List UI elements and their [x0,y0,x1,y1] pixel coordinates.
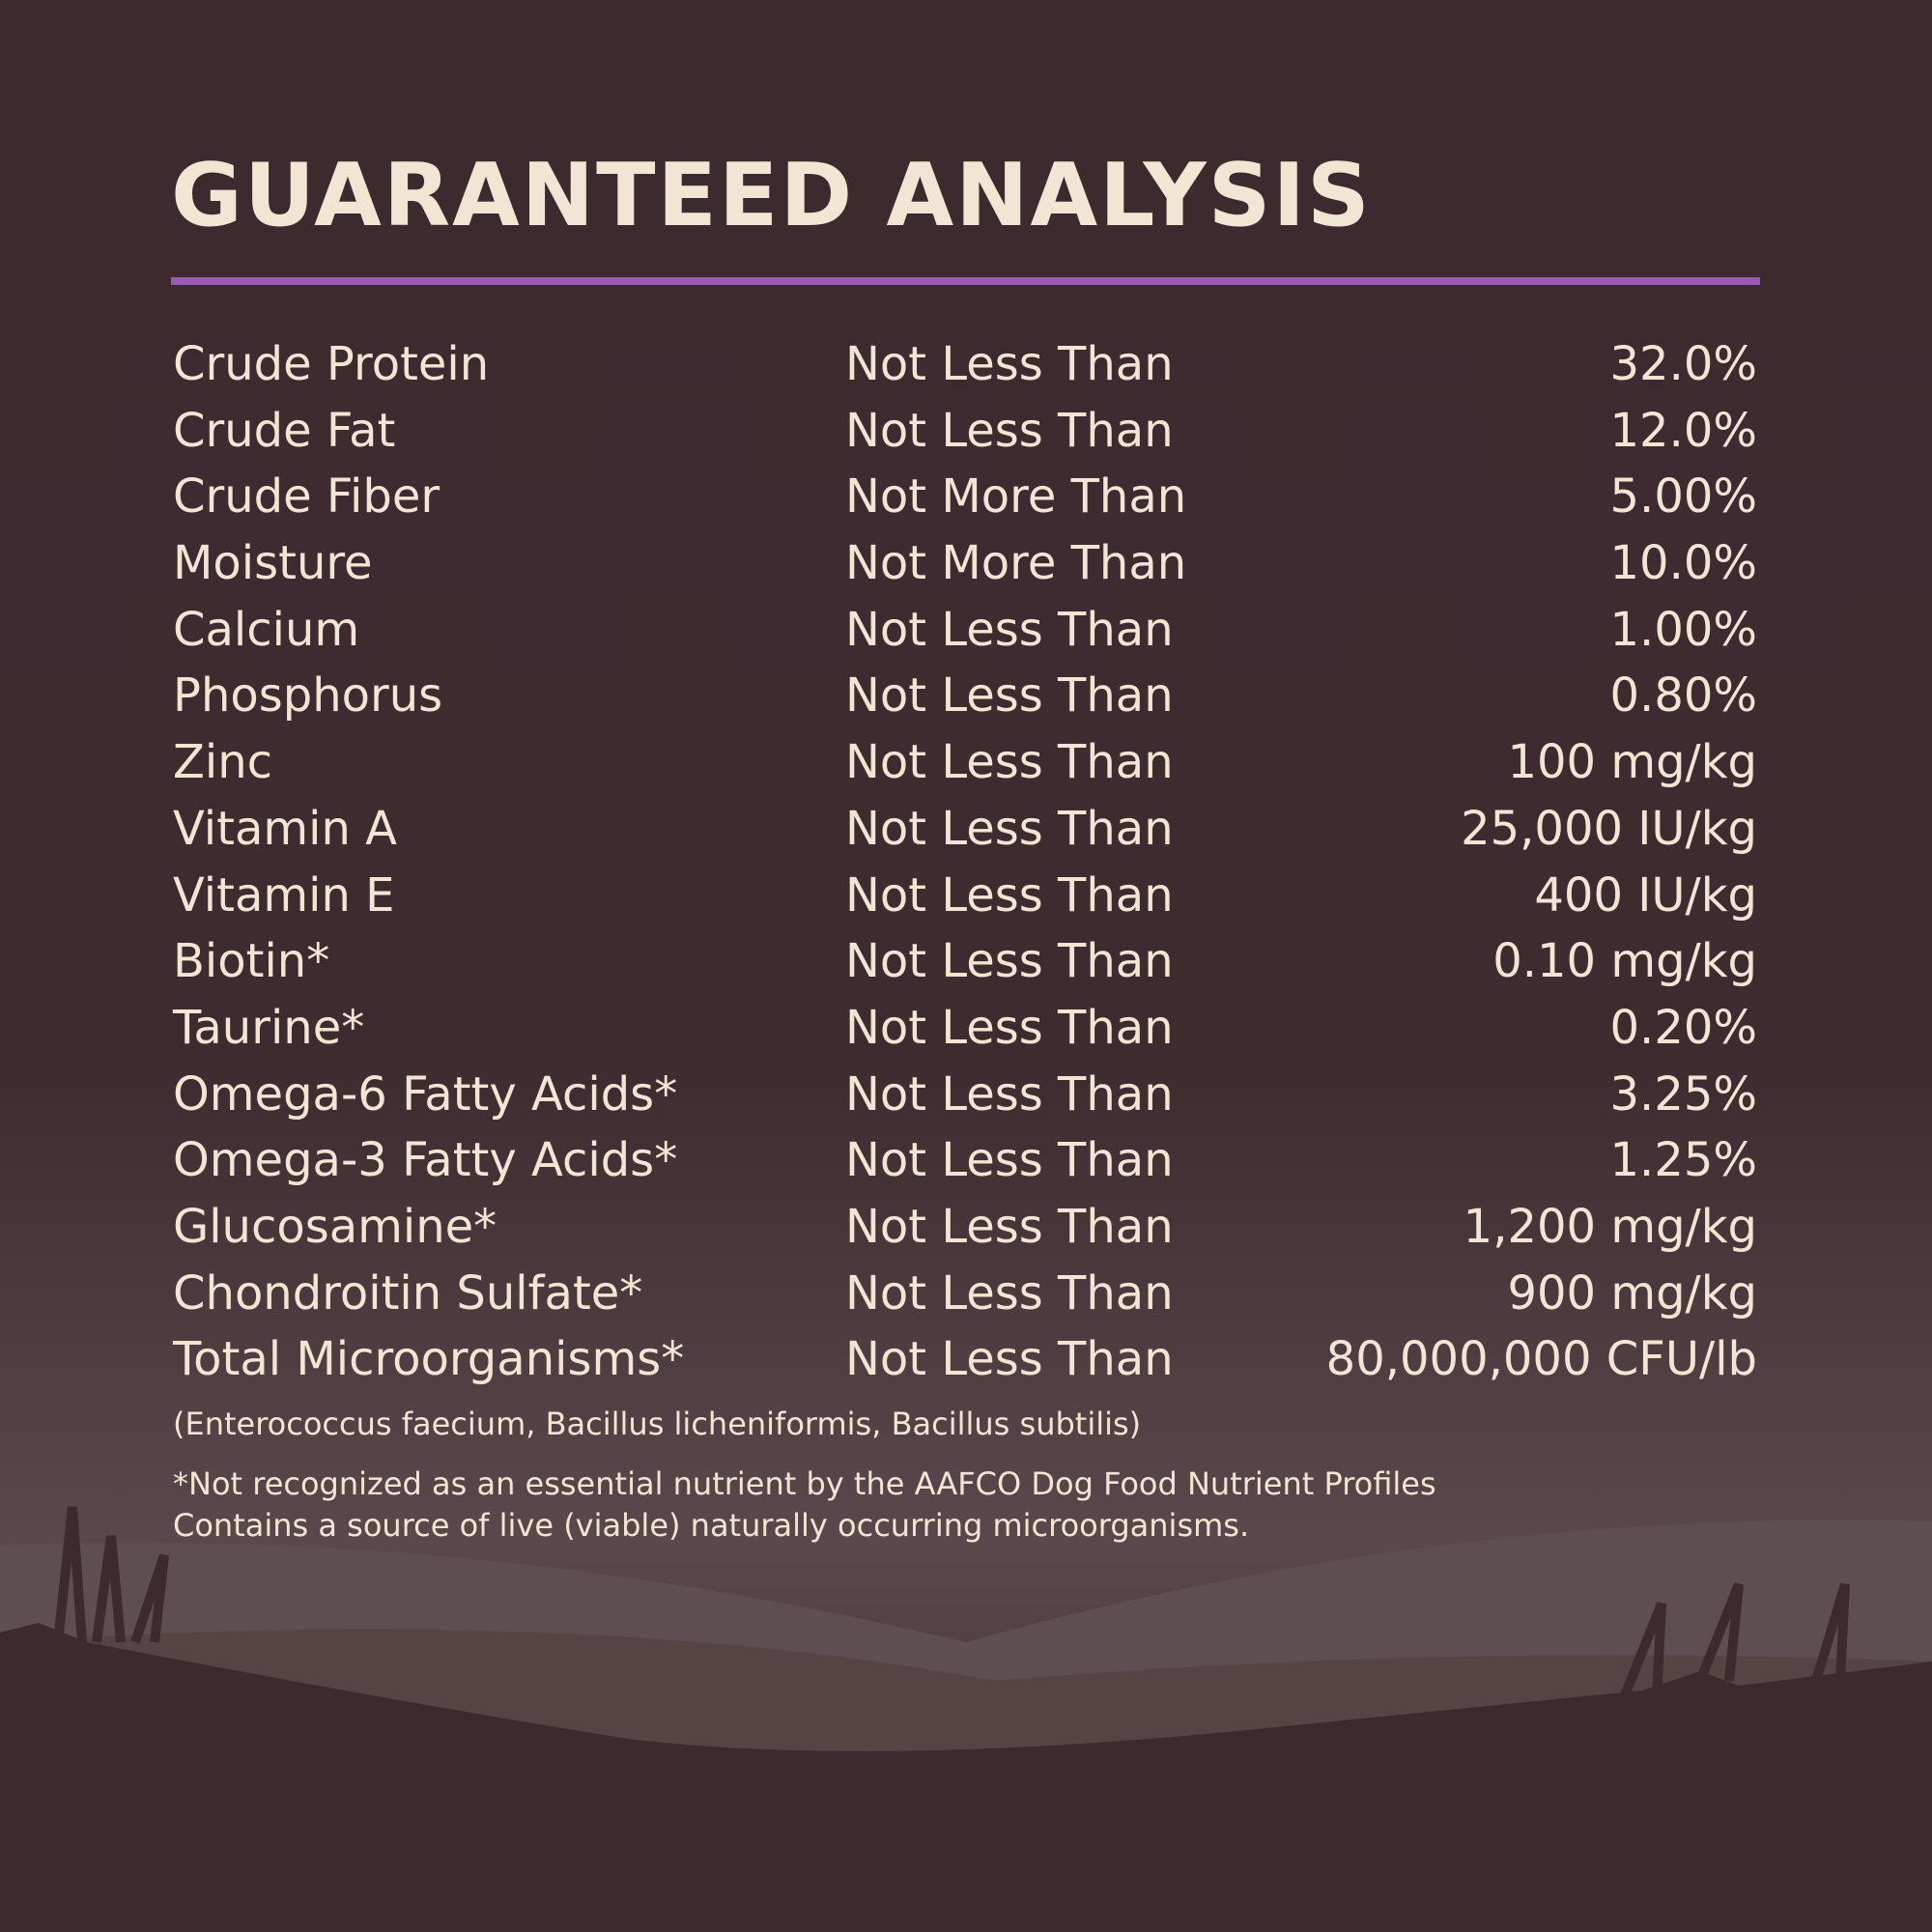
amount: 1.25% [1609,1133,1757,1188]
table-row: Calcium Not Less Than 1.00% [173,597,1757,664]
table-row: Omega-6 Fatty Acids* Not Less Than 3.25% [173,1062,1757,1128]
nutrient: Taurine* [173,1000,365,1055]
qualifier: Not Less Than [845,403,1174,458]
amount: 3.25% [1609,1066,1757,1122]
amount: 100 mg/kg [1507,735,1757,790]
table-row: Crude Fat Not Less Than 12.0% [173,398,1757,465]
footnote: *Not recognized as an essential nutrient… [173,1465,1436,1502]
table-row: Omega-3 Fatty Acids* Not Less Than 1.25% [173,1127,1757,1194]
qualifier: Not Less Than [845,602,1174,657]
table-row: Taurine* Not Less Than 0.20% [173,995,1757,1062]
nutrient: Phosphorus [173,668,443,724]
table-row: Biotin* Not Less Than 0.10 mg/kg [173,928,1757,995]
nutrient: Crude Fiber [173,469,440,525]
amount: 400 IU/kg [1534,867,1757,923]
nutrient: Omega-3 Fatty Acids* [173,1133,678,1188]
table-row: Chondroitin Sulfate* Not Less Than 900 mg/… [173,1261,1757,1327]
nutrient: Vitamin A [173,801,397,856]
amount: 80,000,000 CFU/lb [1325,1332,1757,1387]
divider [171,277,1760,285]
nutrient: Vitamin E [173,867,395,923]
nutrient: Calcium [173,602,360,657]
qualifier: Not Less Than [845,1133,1174,1188]
table-row: Zinc Not Less Than 100 mg/kg [173,729,1757,796]
qualifier: Not Less Than [845,1332,1174,1387]
nutrient: Crude Protein [173,337,490,391]
table-row: Total Microorganisms* Not Less Than 80,000… [173,1326,1757,1393]
qualifier: Not Less Than [845,1265,1174,1321]
nutrient: Omega-6 Fatty Acids* [173,1066,678,1122]
table-row: Glucosamine* Not Less Than 1,200 mg/kg [173,1194,1757,1261]
amount: 0.80% [1609,668,1757,724]
qualifier: Not Less Than [845,801,1174,856]
footnote: Contains a source of live (viable) natur… [173,1507,1250,1544]
nutrient: Glucosamine* [173,1199,497,1254]
qualifier: Not Less Than [845,735,1174,790]
qualifier: Not More Than [845,469,1187,525]
qualifier: Not Less Than [845,1066,1174,1122]
qualifier: Not Less Than [845,1199,1174,1254]
analysis-table: Crude Protein Not Less Than 32.0% Crude Fat… [173,331,1757,1393]
table-row: Crude Protein Not Less Than 32.0% [173,331,1757,398]
qualifier: Not More Than [845,536,1187,591]
nutrient: Crude Fat [173,403,396,458]
amount: 0.10 mg/kg [1492,934,1757,989]
amount: 5.00% [1609,469,1757,525]
qualifier: Not Less Than [845,668,1174,724]
nutrient: Total Microorganisms* [173,1332,685,1387]
table-row: Phosphorus Not Less Than 0.80% [173,663,1757,729]
nutrient: Chondroitin Sulfate* [173,1265,643,1321]
nutrient: Biotin* [173,934,330,989]
table-row: Vitamin A Not Less Than 25,000 IU/kg [173,796,1757,863]
amount: 0.20% [1609,1000,1757,1055]
table-row: Vitamin E Not Less Than 400 IU/kg [173,863,1757,929]
title: GUARANTEED ANALYSIS [171,145,1372,246]
qualifier: Not Less Than [845,867,1174,923]
amount: 900 mg/kg [1507,1265,1757,1321]
qualifier: Not Less Than [845,337,1174,391]
amount: 1,200 mg/kg [1463,1199,1757,1254]
table-row: Moisture Not More Than 10.0% [173,530,1757,597]
amount: 12.0% [1609,403,1757,458]
qualifier: Not Less Than [845,934,1174,989]
amount: 25,000 IU/kg [1461,801,1757,856]
footnotes: *Not recognized as an essential nutrient… [173,1463,1436,1547]
qualifier: Not Less Than [845,1000,1174,1055]
amount: 10.0% [1609,536,1757,591]
amount: 32.0% [1609,337,1757,391]
note: (Enterococcus faecium, Bacillus lichenif… [173,1406,1142,1442]
amount: 1.00% [1609,602,1757,657]
nutrient: Moisture [173,536,373,591]
nutrient: Zinc [173,735,273,790]
table-row: Crude Fiber Not More Than 5.00% [173,464,1757,530]
